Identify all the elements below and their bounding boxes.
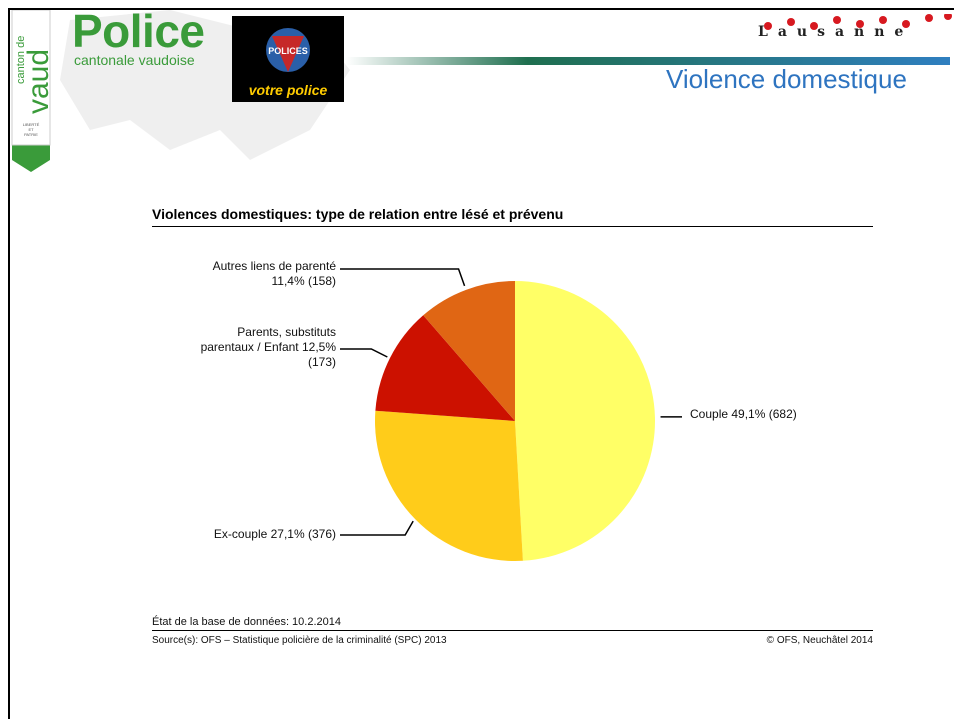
pie-chart xyxy=(340,268,682,561)
slice-couple xyxy=(515,281,656,561)
votre-police-badge: POLICES votre police xyxy=(232,16,344,102)
slice-autres-liens xyxy=(423,281,515,421)
label-couple: Couple 49,1% (682) xyxy=(690,407,797,421)
slice-ex-couple xyxy=(374,410,523,561)
label-parents-line-1: Parents, substituts xyxy=(237,325,336,339)
footer-rule xyxy=(152,630,873,631)
label-parents-line-2: parentaux / Enfant 12,5% xyxy=(200,340,336,354)
shield-motto-1: LIBERTÉ xyxy=(23,122,40,127)
label-autres-line-1: Autres liens de parenté xyxy=(212,259,336,273)
label-parents-enfant: Parents, substituts parentaux / Enfant 1… xyxy=(160,325,336,370)
chart-title-rule xyxy=(152,226,873,227)
copyright-note: © OFS, Neuchâtel 2014 xyxy=(766,635,873,646)
label-autres-liens: Autres liens de parenté 11,4% (158) xyxy=(160,259,336,289)
vaud-shield-logo: canton de vaud LIBERTÉ ET PATRIE xyxy=(11,10,55,172)
label-ex-couple: Ex-couple 27,1% (376) xyxy=(213,527,336,541)
shield-motto-2: ET xyxy=(28,127,34,132)
label-parents-line-3: (173) xyxy=(307,355,336,369)
leader-parents-enfant xyxy=(340,348,388,358)
slide: canton de vaud LIBERTÉ ET PATRIE Police … xyxy=(8,8,954,719)
lausanne-word: Lausanne xyxy=(758,24,914,40)
police-logo-subtitle: cantonale vaudoise xyxy=(74,52,195,68)
police-logo-word: Police xyxy=(72,8,205,57)
leader-autres-liens xyxy=(340,268,466,287)
shield-top-text: canton de xyxy=(15,36,27,84)
shield-motto-3: PATRIE xyxy=(24,132,38,137)
chart-title: Violences domestiques: type de relation … xyxy=(152,206,564,222)
source-note: Source(s): OFS – Statistique policière d… xyxy=(152,635,447,646)
header-rule xyxy=(346,57,950,65)
database-state: État de la base de données: 10.2.2014 xyxy=(152,616,341,628)
leader-ex-couple xyxy=(340,520,414,536)
badge-bottom-text: votre police xyxy=(248,82,328,98)
badge-top-text: POLICES xyxy=(268,46,308,56)
lausanne-dots-icon xyxy=(764,14,952,30)
badge-emblem-icon: POLICES xyxy=(266,28,310,72)
shield-big-text: vaud xyxy=(22,49,55,114)
section-title: Violence domestique xyxy=(666,64,907,94)
slice-parents-enfant xyxy=(375,315,515,421)
label-autres-line-2: 11,4% (158) xyxy=(271,274,336,288)
